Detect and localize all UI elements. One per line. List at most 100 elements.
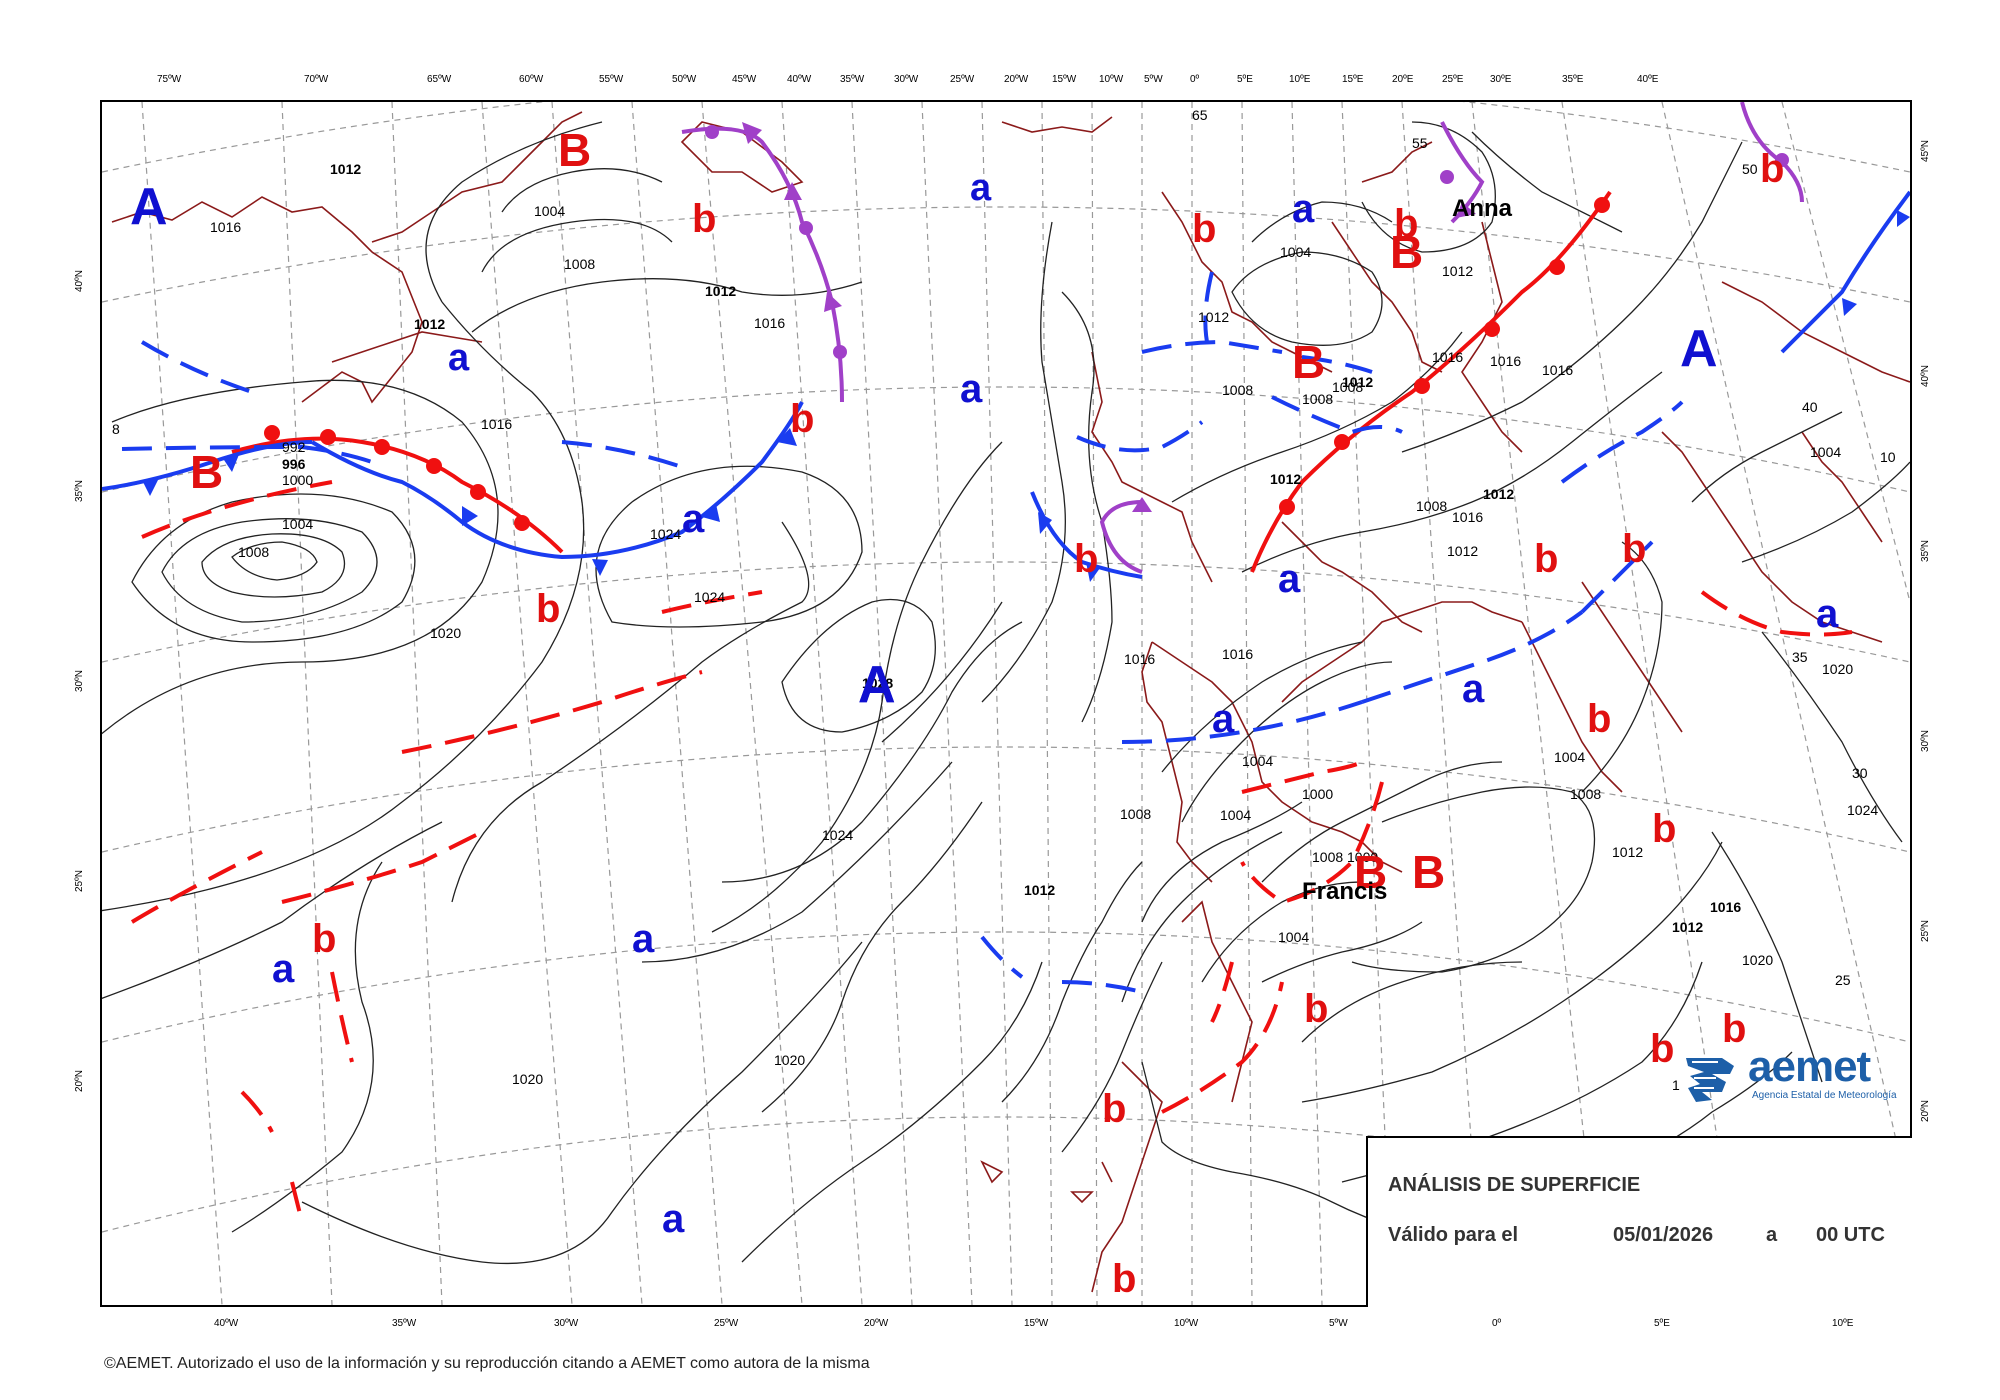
low-pressure-label: B [1292, 336, 1325, 388]
isobar-label: 1 [1672, 1077, 1680, 1093]
low-pressure-label: b [1112, 1257, 1136, 1301]
warm-front-bumps [264, 197, 1610, 531]
tick-label: 10ºW [1099, 74, 1124, 85]
isobar-label: 1016 [481, 416, 512, 432]
surface-analysis-map: 1012 1016 1012 1004 1008 1012 1016 1016 1000 1004… [100, 100, 1912, 1307]
tick-label: 60ºW [519, 74, 544, 85]
isobar-label: 1004 [282, 516, 313, 532]
tick-label: 10ºE [1832, 1318, 1854, 1329]
isobar-label: 1020 [774, 1052, 805, 1068]
tick-label: 15ºW [1024, 1318, 1049, 1329]
low-pressure-label: B [558, 124, 591, 176]
isobar-label: 1004 [1810, 444, 1841, 460]
low-pressure-label: b [1587, 697, 1611, 741]
low-pressure-label: B [190, 446, 223, 498]
info-title: ANÁLISIS DE SUPERFICIE [1388, 1174, 1641, 1196]
low-pressure-label: b [1622, 527, 1646, 571]
isobar-label: 1016 [1490, 353, 1521, 369]
isobar-label: 1004 [534, 203, 565, 219]
info-a-word: a [1766, 1224, 1778, 1246]
low-pressure-label: B [1390, 226, 1423, 278]
coastlines [111, 111, 1910, 1293]
tick-label: 30ºW [894, 74, 919, 85]
isobar-label: 1016 [1124, 651, 1155, 667]
high-pressure-label: a [1278, 557, 1301, 601]
info-time: 00 UTC [1816, 1224, 1885, 1246]
isobar-label: 1008 [238, 544, 269, 560]
map-canvas: 1012101610121004100810121016101610001004… [102, 102, 1910, 1305]
tick-label: 75ºW [157, 74, 182, 85]
tick-label: 35ºE [1562, 74, 1584, 85]
tick-label: 30ºW [554, 1318, 579, 1329]
low-pressure-label: b [1760, 147, 1784, 191]
isobar-label: 1016 [1452, 509, 1483, 525]
low-pressure-label: b [1722, 1007, 1746, 1051]
isobar-label: 1012 [1198, 309, 1229, 325]
tick-label: 20ºW [1004, 74, 1029, 85]
isobar-label: 1016 [1222, 646, 1253, 662]
aemet-logo-icon [1686, 1058, 1734, 1102]
isobar-label: 30 [1852, 765, 1868, 781]
high-pressure-label: a [970, 167, 992, 209]
tick-label: 30ºN [74, 670, 85, 692]
tick-label: 40ºN [74, 270, 85, 292]
low-pressure-label: b [1192, 207, 1216, 251]
high-pressure-label: a [1462, 667, 1485, 711]
low-pressure-label: b [1650, 1027, 1674, 1071]
low-pressure-label: b [312, 917, 336, 961]
tick-label: 30ºE [1490, 74, 1512, 85]
tick-label: 35ºW [840, 74, 865, 85]
isobar-label: 1012 [1024, 882, 1055, 898]
troughs [130, 480, 1853, 1223]
tick-label: 20ºN [74, 1070, 85, 1092]
isobar-label: 1012 [1483, 486, 1514, 502]
high-pressure-label: A [858, 656, 896, 714]
tick-label: 35ºN [1920, 540, 1931, 562]
high-pressure-label: a [1212, 697, 1235, 741]
cold-front-triangles [142, 210, 1910, 582]
isobar-label: 1008 [1302, 391, 1333, 407]
aemet-logo-subtitle: Agencia Estatal de Meteorología [1752, 1090, 1897, 1101]
low-pressure-label: b [1534, 537, 1558, 581]
low-pressure-label: b [1394, 202, 1418, 246]
isobar-label: 1008 [1312, 849, 1343, 865]
isobar-label: 1012 [1270, 471, 1301, 487]
tick-label: 10ºW [1174, 1318, 1199, 1329]
high-pressure-label: a [682, 497, 705, 541]
isobar-label: 1020 [1742, 952, 1773, 968]
isobar-label: 55 [1412, 135, 1428, 151]
tick-label: 0º [1190, 74, 1200, 85]
isobar-label: 1024 [694, 589, 725, 605]
isobar-label: 1028 [862, 675, 893, 691]
isobar-label: 1020 [1822, 661, 1853, 677]
isobar-label: 1012 [1612, 844, 1643, 860]
ridges [121, 271, 1684, 994]
isobar-labels: 1012101610121004100810121016101610001004… [112, 107, 1896, 1093]
info-valid-label: Válido para el [1388, 1224, 1519, 1246]
aemet-logo: aemet Agencia Estatal de Meteorología [1682, 1042, 1912, 1108]
tick-label: 55ºW [599, 74, 624, 85]
isobar-label: 1008 [1332, 379, 1363, 395]
low-pressure-label: b [536, 587, 560, 631]
tick-label: 20ºW [864, 1318, 889, 1329]
low-pressure-label: b [1304, 987, 1328, 1031]
high-pressure-label: a [448, 337, 470, 379]
info-box: ANÁLISIS DE SUPERFICIE Válido para el 05… [1366, 1136, 1912, 1307]
isobar-label: 1008 [1222, 382, 1253, 398]
tick-label: 15ºW [1052, 74, 1077, 85]
low-pressure-label: b [1102, 1087, 1126, 1131]
isobar-label: 1012 [330, 161, 361, 177]
low-pressure-label: b [790, 397, 814, 441]
isobar-label: 1008 [1120, 806, 1151, 822]
tick-label: 25ºN [1920, 920, 1931, 942]
high-pressure-label: A [858, 656, 896, 714]
isobar-label: 1004 [1554, 749, 1585, 765]
tick-label: 5ºW [1329, 1318, 1348, 1329]
tick-label: 25ºW [950, 74, 975, 85]
low-pressure-label: b [1652, 807, 1676, 851]
isobar-label: 50 [1742, 161, 1758, 177]
isobar-label: 1024 [822, 827, 853, 843]
high-pressure-label: a [662, 1197, 685, 1241]
isobar-label: 1004 [1278, 929, 1309, 945]
occluded-markers [705, 122, 1789, 512]
